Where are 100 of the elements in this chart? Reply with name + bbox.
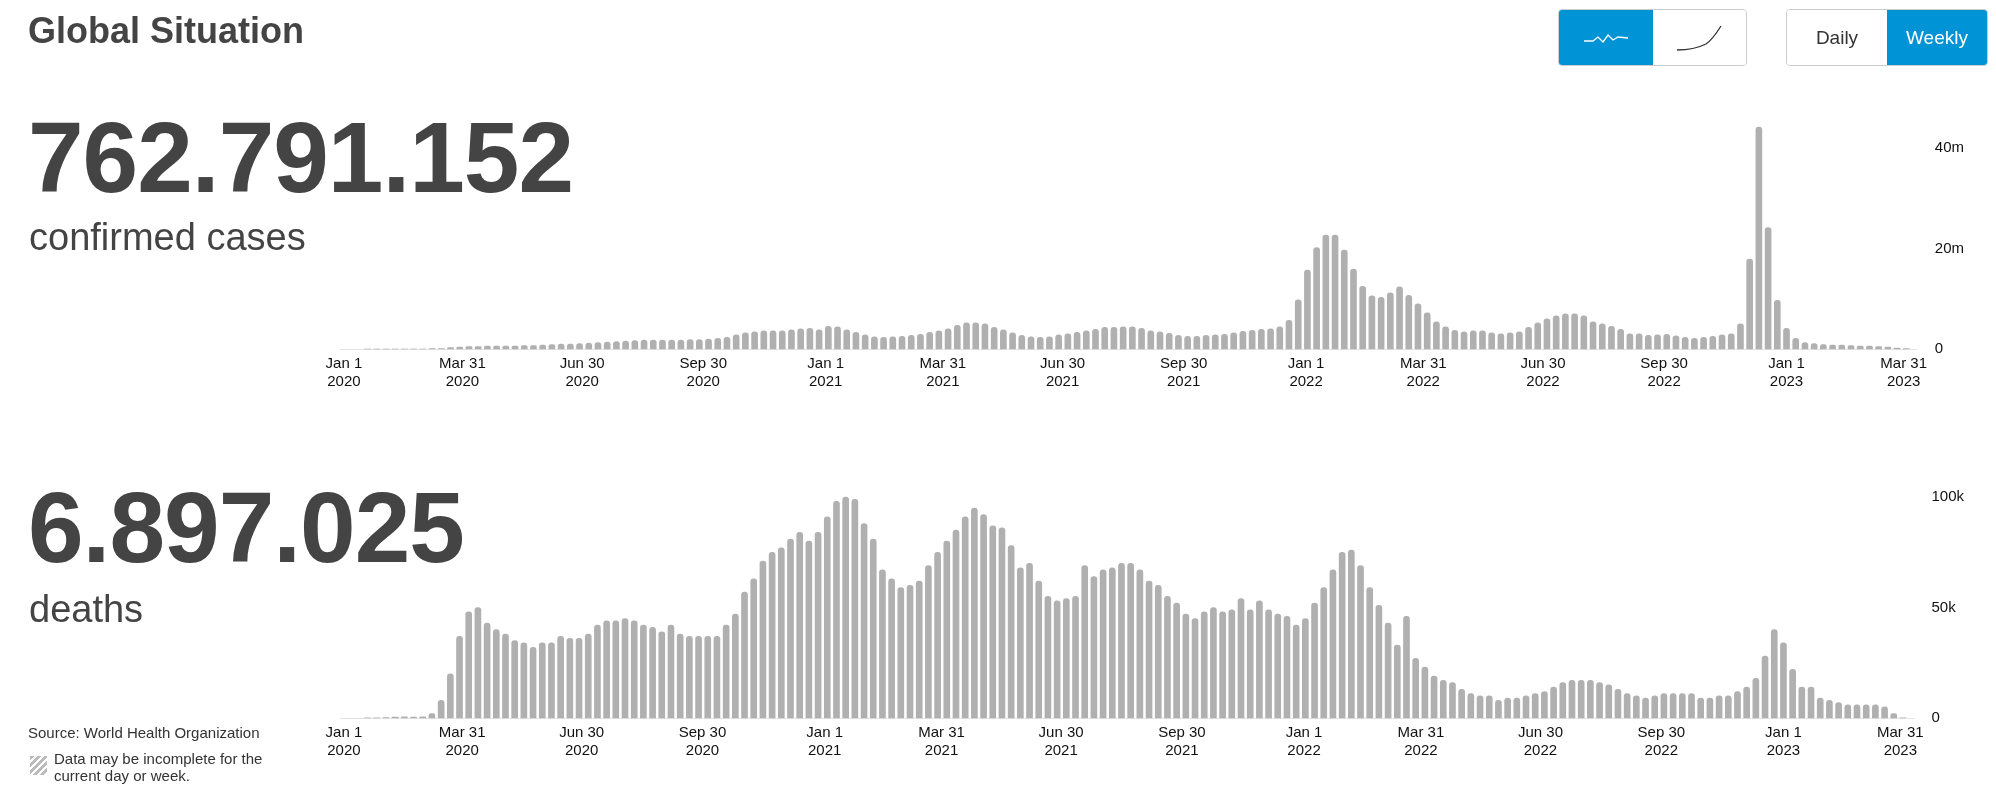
bar (456, 635, 463, 719)
bar (1311, 602, 1318, 719)
bar (1377, 296, 1385, 350)
text: Weekly (1887, 10, 1987, 65)
bar (612, 620, 620, 719)
bar (1145, 580, 1153, 719)
bar (1596, 682, 1603, 719)
bar (998, 527, 1006, 719)
bar (1688, 693, 1695, 719)
bar (843, 329, 851, 350)
bar (1313, 247, 1320, 350)
bar (1256, 600, 1263, 719)
bar (1267, 328, 1274, 350)
bar (741, 591, 748, 719)
bar (1092, 329, 1099, 350)
bar (879, 569, 886, 719)
x-tick-label: Jan 1 2022 (1287, 354, 1325, 390)
bar (1605, 684, 1613, 719)
bar (1173, 602, 1180, 719)
bar (575, 638, 583, 719)
bar (695, 635, 702, 719)
bar (502, 633, 509, 719)
bar (1623, 693, 1631, 719)
bar (465, 611, 473, 719)
bar (1469, 330, 1477, 350)
bar (732, 613, 739, 719)
bar (1285, 320, 1293, 350)
bar (926, 332, 933, 350)
bar (1294, 299, 1302, 350)
bar (1414, 303, 1422, 350)
x-tick-label: Jan 1 2022 (1285, 723, 1323, 759)
bar (1783, 328, 1790, 350)
bar (943, 540, 951, 719)
bar (851, 498, 859, 719)
bar (1543, 318, 1551, 350)
bar (787, 538, 794, 719)
bar (1755, 126, 1763, 350)
bar (1571, 313, 1578, 350)
bar (1479, 330, 1486, 350)
bar (1660, 693, 1668, 719)
bar (1108, 567, 1116, 719)
text: Daily (1787, 10, 1887, 65)
y-tick-label: 50k (1931, 597, 1957, 615)
bar (1550, 686, 1557, 719)
bar (1359, 285, 1367, 350)
text: confirmed cases (29, 216, 306, 259)
x-tick-label: Sep 30 2022 (1637, 723, 1686, 759)
x-tick-label: Jun 30 2022 (1520, 354, 1566, 390)
bar (1387, 292, 1394, 350)
x-tick-label: Mar 31 2023 (1877, 723, 1924, 759)
bar (1110, 327, 1118, 350)
bar (1292, 624, 1300, 719)
bar (888, 578, 895, 719)
bar (1035, 580, 1043, 719)
bar (934, 551, 941, 719)
bar (1182, 613, 1190, 719)
bar (722, 624, 730, 719)
bar (1118, 562, 1125, 719)
bar (788, 329, 795, 350)
x-tick-label: Sep 30 2020 (679, 354, 728, 390)
bar (630, 620, 638, 719)
bar (777, 547, 785, 719)
bar (1136, 569, 1144, 719)
bar (1246, 609, 1254, 719)
bar (1248, 330, 1256, 350)
x-tick-label: Jan 1 2021 (806, 723, 843, 759)
bar (1072, 596, 1079, 719)
bar (944, 328, 952, 350)
bar (1826, 699, 1833, 719)
bar (1423, 312, 1431, 350)
bar (1633, 695, 1640, 719)
bar (483, 622, 491, 719)
bar (1000, 329, 1007, 350)
bar (1283, 616, 1291, 719)
bar (1651, 695, 1659, 719)
bar (915, 580, 923, 719)
bar (548, 642, 555, 719)
bar (1412, 658, 1420, 719)
bar (972, 322, 980, 350)
bar (760, 330, 768, 350)
bar (1449, 682, 1456, 719)
bar (1458, 688, 1465, 719)
bar (492, 629, 500, 719)
bar (1348, 549, 1355, 719)
bar (953, 325, 961, 350)
bar (833, 501, 840, 719)
bar (1580, 315, 1588, 350)
bar (1780, 642, 1787, 719)
bar (961, 516, 969, 719)
y-tick-label: 20m (1934, 238, 1965, 256)
bar (1191, 618, 1199, 719)
bar (584, 633, 592, 719)
bar (1467, 693, 1475, 719)
bar (1589, 321, 1597, 350)
bar (676, 633, 684, 719)
bar (778, 330, 786, 350)
bar (1587, 680, 1594, 719)
bar (990, 327, 998, 350)
bar (768, 551, 776, 719)
bar (1265, 609, 1272, 719)
